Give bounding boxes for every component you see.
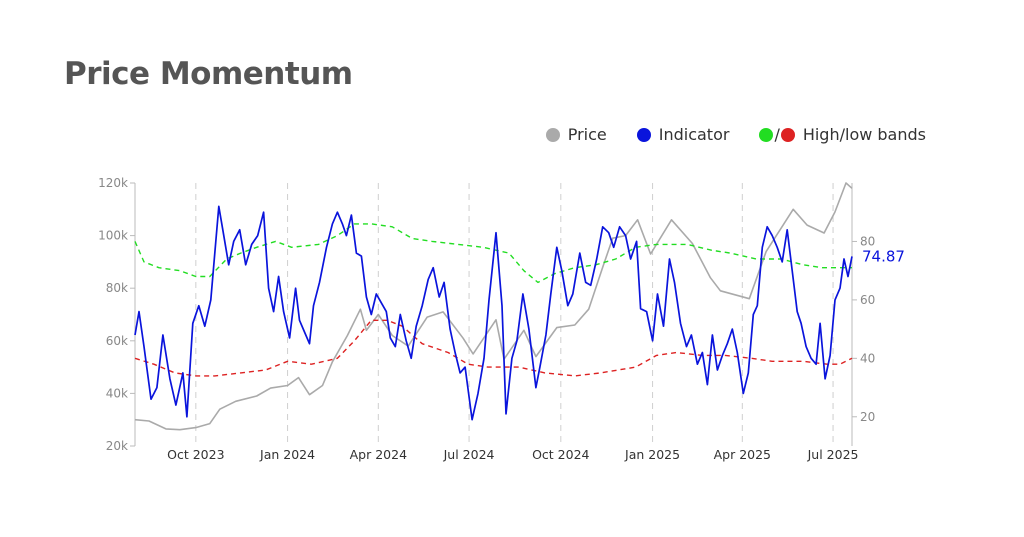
- page-title: Price Momentum: [64, 56, 353, 92]
- right-tick-label: 60: [860, 293, 875, 307]
- x-tick-label: Apr 2025: [714, 447, 771, 462]
- left-tick-label: 40k: [106, 386, 128, 400]
- legend-item-price[interactable]: Price: [545, 125, 607, 144]
- left-tick-label: 100k: [98, 229, 128, 243]
- legend-item-indicator[interactable]: Indicator: [636, 125, 730, 144]
- x-tick-label: Apr 2024: [350, 447, 407, 462]
- low-band-line: [134, 319, 853, 377]
- x-tick-label: Jul 2024: [443, 447, 495, 462]
- x-tick-label: Jul 2025: [807, 447, 859, 462]
- legend-label-price: Price: [567, 125, 607, 144]
- left-tick-label: 120k: [98, 176, 128, 190]
- high-band-line: [134, 223, 852, 284]
- indicator-line: [134, 205, 853, 421]
- legend-item-bands[interactable]: / High/low bands: [759, 125, 926, 144]
- series-layer: [134, 182, 853, 431]
- chart-legend: Price Indicator / High/low bands: [545, 125, 926, 144]
- legend-separator: /: [774, 125, 780, 144]
- axis-layer: Oct 2023 Jan 2024 Apr 2024 Jul 2024 Oct 2024…: [98, 176, 875, 462]
- legend-label-indicator: Indicator: [658, 125, 730, 144]
- legend-label-bands: High/low bands: [802, 125, 926, 144]
- x-tick-label: Jan 2025: [624, 447, 680, 462]
- x-tick-label: Oct 2024: [532, 447, 589, 462]
- right-tick-label: 40: [860, 351, 875, 365]
- high-band-legend-dot: [759, 127, 774, 142]
- indicator-legend-dot: [636, 127, 651, 142]
- price-line: [134, 182, 853, 431]
- low-band-legend-dot: [780, 127, 795, 142]
- right-tick-label: 80: [860, 234, 875, 248]
- left-tick-label: 60k: [106, 334, 128, 348]
- grid-layer: [195, 183, 834, 446]
- left-tick-label: 80k: [106, 281, 128, 295]
- right-tick-label: 20: [860, 410, 875, 424]
- label-layer: 74.87: [862, 247, 905, 265]
- indicator-end-label: 74.87: [862, 247, 905, 265]
- x-tick-label: Jan 2024: [259, 447, 315, 462]
- price-legend-dot: [545, 127, 560, 142]
- left-tick-label: 20k: [106, 439, 128, 453]
- x-tick-label: Oct 2023: [167, 447, 224, 462]
